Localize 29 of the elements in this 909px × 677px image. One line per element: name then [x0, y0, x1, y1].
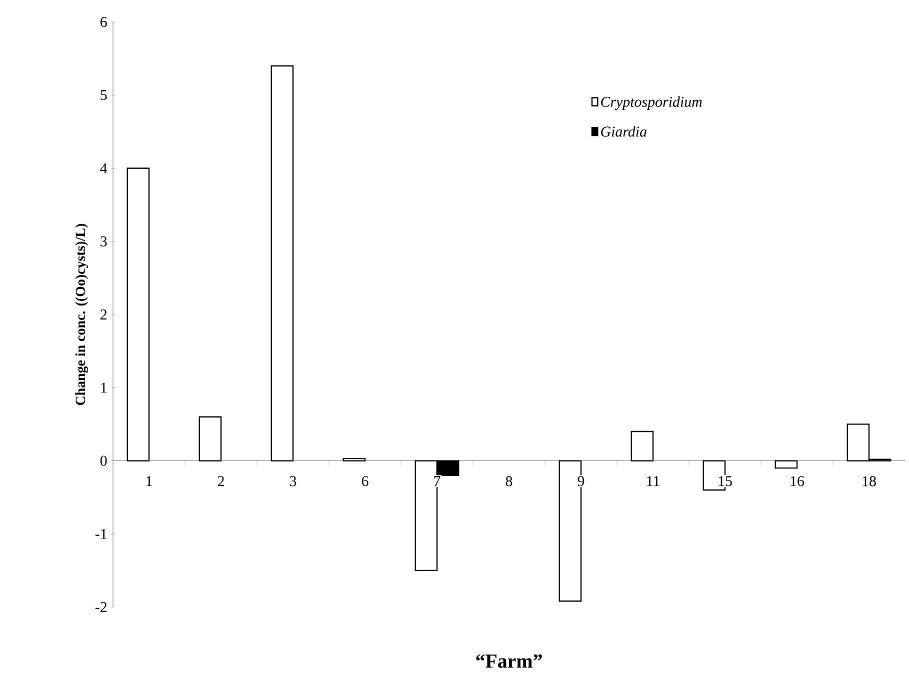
y-tick-label: 3: [100, 236, 107, 246]
bar: [126, 168, 150, 462]
y-tick-label: 0: [100, 456, 107, 466]
x-tick-label: 15: [718, 476, 732, 486]
x-tick-label: 16: [790, 476, 804, 486]
x-tick-label: 6: [362, 476, 368, 486]
y-tick-label: 1: [101, 382, 106, 393]
bar: [774, 460, 798, 469]
x-tick-label: 9: [578, 476, 584, 486]
x-axis-title: “Farm”: [476, 654, 542, 668]
bar: [270, 65, 294, 462]
legend-label: Giardia: [601, 126, 646, 137]
bar: [630, 430, 654, 462]
y-axis-title: Change in conc. ((Oo)cysts)/L): [75, 224, 88, 406]
x-tick-label: 7: [434, 476, 440, 486]
x-tick-label: 3: [290, 476, 296, 486]
x-tick-label: 8: [506, 476, 512, 486]
y-tick-label: 4: [100, 163, 108, 174]
y-tick-label: -2: [95, 602, 107, 612]
x-tick-label: 18: [862, 476, 876, 486]
y-tick-label: 2: [100, 310, 107, 320]
y-tick-label: 6: [100, 16, 107, 28]
x-tick-label: 1: [146, 476, 152, 486]
y-tick-label: 5: [100, 90, 107, 100]
x-tick-label: 11: [647, 476, 660, 486]
bar: [198, 416, 222, 462]
legend-label: Cryptosporidium: [601, 96, 702, 110]
x-tick-label: 2: [218, 476, 224, 486]
y-tick-label: -1: [95, 528, 106, 539]
